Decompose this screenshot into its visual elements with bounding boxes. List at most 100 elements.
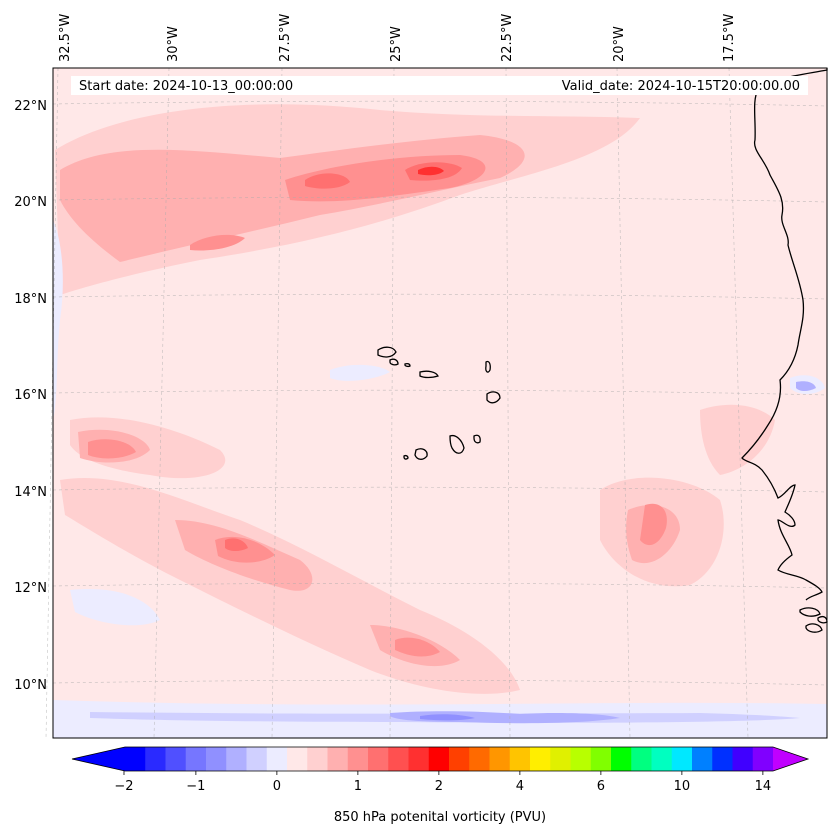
lon-label-30w: 30°W	[166, 26, 181, 62]
pv-west-patch-core	[88, 439, 136, 459]
meridian-22-5w	[505, 67, 511, 739]
meridian-27-5w	[271, 67, 283, 739]
bissagos-island-2	[805, 623, 823, 633]
pv-southwest-max-core	[225, 538, 248, 551]
colorbar: −2 −1 0 1 2 4 6 10 14	[71, 746, 810, 794]
pv-southern-blue-max	[420, 714, 475, 721]
start-date-label: Start date: 2024-10-13_00:00:00	[79, 79, 293, 94]
colorbar-tick-label: 1	[354, 779, 362, 794]
colorbar-swatch	[307, 747, 328, 771]
parallel-20n	[52, 196, 828, 203]
lon-label-22-5w: 22.5°W	[500, 14, 515, 62]
colorbar-swatch	[530, 747, 551, 771]
santa-luzia-island	[404, 362, 411, 368]
colorbar-swatch	[287, 747, 308, 771]
sao-nicolau-island	[419, 370, 439, 379]
parallel-12n	[52, 582, 828, 589]
pv-north-maximum-core	[418, 166, 444, 176]
brava-island	[403, 454, 409, 460]
colorbar-under-arrow	[72, 747, 125, 771]
colorbar-swatch	[590, 747, 612, 771]
sal-island	[485, 360, 491, 373]
colorbar-tick-label: 0	[273, 779, 281, 794]
colorbar-swatch	[651, 747, 673, 771]
colorbar-swatch	[732, 747, 754, 771]
colorbar-swatch	[469, 747, 490, 771]
lat-label-16n: 16°N	[14, 388, 47, 403]
colorbar-swatch	[712, 747, 733, 771]
african-coastline	[741, 68, 828, 601]
bissagos-island-1	[799, 607, 821, 617]
lon-label-17-5w: 17.5°W	[722, 14, 737, 62]
latitude-labels: 22°N 20°N 18°N 16°N 14°N 12°N 10°N	[14, 99, 47, 693]
pv-central-blue	[330, 364, 390, 381]
santo-antao-island	[377, 346, 397, 358]
coastlines	[377, 68, 828, 633]
pv-east-patch-core	[640, 503, 667, 546]
lat-label-18n: 18°N	[14, 292, 47, 307]
colorbar-swatch	[226, 747, 247, 771]
pv-northwest-max	[190, 234, 245, 251]
colorbar-tick-label: 4	[516, 779, 524, 794]
colorbar-swatch	[509, 747, 531, 771]
parallel-10n	[52, 679, 828, 686]
colorbar-tick-label: −2	[114, 779, 133, 794]
parallel-14n	[52, 486, 828, 493]
colorbar-swatch	[347, 747, 369, 771]
colorbar-swatch	[408, 747, 430, 771]
colorbar-swatch	[550, 747, 571, 771]
colorbar-over-arrow	[773, 747, 808, 771]
colorbar-swatch	[692, 747, 713, 771]
map-frame	[52, 67, 828, 739]
lat-label-10n: 10°N	[14, 678, 47, 693]
parallel-22n	[52, 100, 828, 107]
pv-northwest-patch	[75, 195, 150, 227]
colorbar-tick-label: 10	[674, 779, 691, 794]
colorbar-swatch	[489, 747, 511, 771]
lon-label-32-5w: 32.5°W	[58, 14, 73, 62]
pv-contour-fields	[53, 104, 827, 738]
lon-label-25w: 25°W	[389, 26, 404, 62]
meridian-30w	[153, 67, 170, 739]
colorbar-swatch	[368, 747, 389, 771]
colorbar-swatch	[449, 747, 470, 771]
boa-vista-island	[486, 391, 501, 404]
pv-north-secondary-max	[305, 173, 350, 189]
colorbar-swatch	[388, 747, 409, 771]
date-annotation-box	[71, 76, 808, 95]
lat-label-22n: 22°N	[14, 99, 47, 114]
colorbar-swatch	[185, 747, 207, 771]
colorbar-swatch	[671, 747, 693, 771]
valid-date-label: Valid_date: 2024-10-15T20:00:00.00	[562, 79, 800, 94]
meridian-32-5w	[45, 67, 59, 739]
pv-east-blue-core	[796, 381, 816, 391]
meridian-20w	[616, 67, 631, 739]
colorbar-swatch	[327, 747, 349, 771]
colorbar-swatch	[125, 747, 146, 771]
colorbar-swatch	[206, 747, 227, 771]
pv-west-edge-blue	[53, 220, 63, 420]
sao-vicente-island	[389, 358, 399, 366]
colorbar-tick-label: 6	[597, 779, 605, 794]
pv-east-coast-patch	[700, 404, 775, 475]
colorbar-swatch	[570, 747, 592, 771]
santiago-island	[449, 434, 465, 454]
longitude-labels: 32.5°W 30°W 27.5°W 25°W 22.5°W 20°W 17.5…	[58, 14, 737, 62]
lat-label-20n: 20°N	[14, 195, 47, 210]
maio-island	[473, 434, 481, 444]
colorbar-swatch	[752, 747, 774, 771]
meridian-17-5w	[728, 67, 749, 739]
colorbar-swatch	[266, 747, 288, 771]
colorbar-tick-label: 2	[435, 779, 443, 794]
pv-south-max	[395, 637, 440, 657]
colorbar-tick-label: 14	[755, 779, 772, 794]
parallel-16n	[52, 389, 828, 396]
lat-label-14n: 14°N	[14, 485, 47, 500]
lat-label-12n: 12°N	[14, 581, 47, 596]
lon-label-27-5w: 27.5°W	[278, 14, 293, 62]
colorbar-swatch	[246, 747, 268, 771]
pv-southwest-blue	[70, 589, 160, 626]
colorbar-title: 850 hPa potenital vorticity (PVU)	[334, 810, 546, 825]
colorbar-tick-label: −1	[186, 779, 205, 794]
colorbar-swatch	[165, 747, 187, 771]
